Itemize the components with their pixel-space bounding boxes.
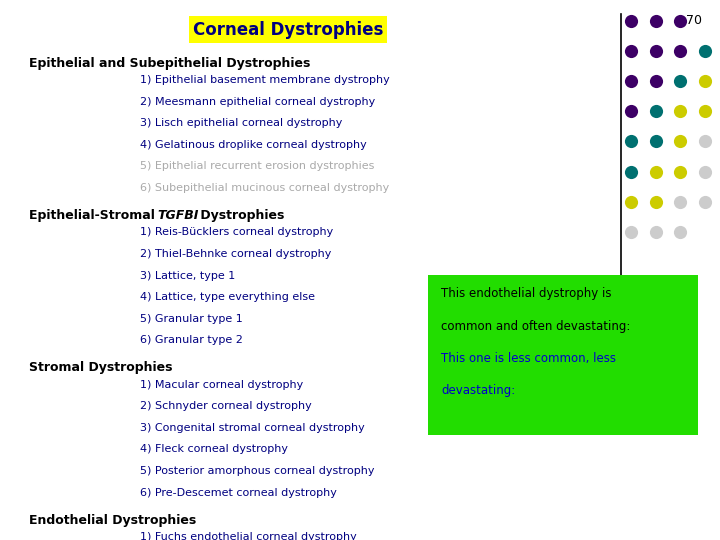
Point [626,167,637,176]
Text: Epithelial and Subepithelial Dystrophies: Epithelial and Subepithelial Dystrophies [29,57,310,70]
Point [699,137,711,146]
Point [699,107,711,116]
Point [650,198,662,206]
Point [699,198,711,206]
Text: 4) Gelatinous droplike corneal dystrophy: 4) Gelatinous droplike corneal dystrophy [140,140,367,150]
Text: 1) Epithelial basement membrane dystrophy: 1) Epithelial basement membrane dystroph… [140,75,390,85]
Text: 5) Granular type 1: 5) Granular type 1 [140,314,243,324]
Point [675,137,686,146]
Text: Stromal Dystrophies: Stromal Dystrophies [29,361,172,374]
Text: This one is less common, less: This one is less common, less [441,352,616,365]
Point [626,198,637,206]
Text: Endothelial Dystrophies: Endothelial Dystrophies [29,514,196,526]
Text: 5) Epithelial recurrent erosion dystrophies: 5) Epithelial recurrent erosion dystroph… [140,161,375,172]
Text: 1) Fuchs endothelial corneal dystrophy: 1) Fuchs endothelial corneal dystrophy [140,532,357,540]
Text: 6) Subepithelial mucinous corneal dystrophy: 6) Subepithelial mucinous corneal dystro… [140,183,390,193]
Text: 1) Macular corneal dystrophy: 1) Macular corneal dystrophy [140,380,304,390]
Point [699,77,711,85]
Point [626,16,637,25]
Text: common and often devastating:: common and often devastating: [441,320,631,333]
Text: 4) Fleck corneal dystrophy: 4) Fleck corneal dystrophy [140,444,289,455]
Text: TGFBI: TGFBI [157,209,198,222]
Text: 4) Lattice, type everything else: 4) Lattice, type everything else [140,292,315,302]
Point [650,228,662,237]
Point [626,228,637,237]
Text: 5) Posterior amorphous corneal dystrophy: 5) Posterior amorphous corneal dystrophy [140,466,375,476]
Point [626,107,637,116]
Point [626,77,637,85]
Text: 70: 70 [686,14,702,26]
Text: 2) Schnyder corneal dystrophy: 2) Schnyder corneal dystrophy [140,401,312,411]
FancyBboxPatch shape [428,275,698,435]
Point [675,46,686,55]
Text: 3) Congenital stromal corneal dystrophy: 3) Congenital stromal corneal dystrophy [140,423,365,433]
Point [650,137,662,146]
Point [675,198,686,206]
Point [650,77,662,85]
Point [699,46,711,55]
Point [626,137,637,146]
Text: 6) Granular type 2: 6) Granular type 2 [140,335,243,346]
Point [626,46,637,55]
Point [650,46,662,55]
Text: This endothelial dystrophy is: This endothelial dystrophy is [441,287,612,300]
Point [675,16,686,25]
Text: Dystrophies: Dystrophies [196,209,284,222]
Point [675,228,686,237]
Text: Epithelial-Stromal: Epithelial-Stromal [29,209,159,222]
Text: devastating:: devastating: [441,384,516,397]
Text: 2) Thiel-Behnke corneal dystrophy: 2) Thiel-Behnke corneal dystrophy [140,249,332,259]
Point [675,77,686,85]
Text: 3) Lisch epithelial corneal dystrophy: 3) Lisch epithelial corneal dystrophy [140,118,343,129]
Text: 2) Meesmann epithelial corneal dystrophy: 2) Meesmann epithelial corneal dystrophy [140,97,376,107]
Point [675,107,686,116]
Text: 6) Pre-Descemet corneal dystrophy: 6) Pre-Descemet corneal dystrophy [140,488,337,498]
Point [650,16,662,25]
Text: Corneal Dystrophies: Corneal Dystrophies [193,21,383,38]
Text: 1) Reis-Bücklers corneal dystrophy: 1) Reis-Bücklers corneal dystrophy [140,227,333,238]
Point [675,167,686,176]
Text: 3) Lattice, type 1: 3) Lattice, type 1 [140,271,235,281]
Point [650,107,662,116]
Point [650,167,662,176]
Point [699,167,711,176]
